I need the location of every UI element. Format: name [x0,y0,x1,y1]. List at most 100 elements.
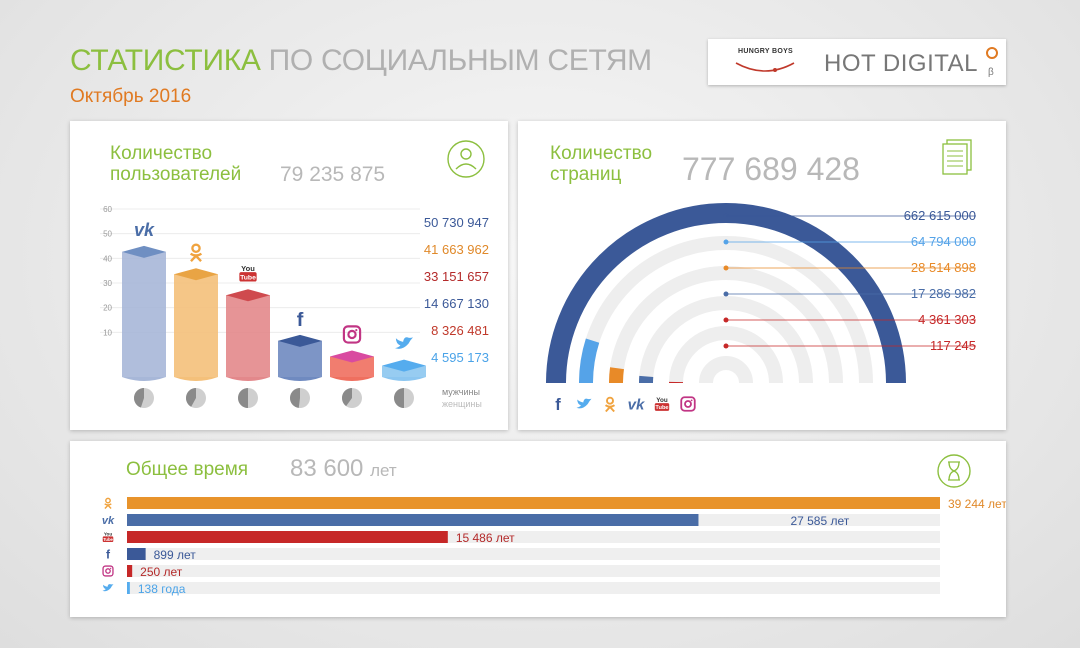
y-tick-label: 60 [103,205,112,214]
logo: HUNGRY BOYS HOT DIGITAL β [708,39,1006,85]
svg-text:Tube: Tube [240,274,256,281]
bar-bottom [174,377,218,381]
bar-top [122,245,166,258]
legend-men: мужчины [442,387,480,397]
bar-value [127,565,133,577]
value-label: 250 лет [140,565,183,579]
gender-pie [290,388,310,408]
bar-youtube [226,289,270,381]
bar-track [127,548,940,560]
ring-track [699,356,753,384]
ring-value [609,367,624,384]
users-heading-line1: Количество [110,143,213,164]
gender-men-slice [186,388,196,407]
title-highlight: СТАТИСТИКА [70,44,261,77]
bar-top [174,268,218,281]
logo-beta: β [988,67,994,78]
y-tick-label: 20 [103,304,112,313]
value-label: 4 361 303 [918,312,976,327]
bar-body [174,274,218,377]
pages-heading-line1: Количество [550,143,653,164]
facebook-icon: f [297,309,304,331]
users-total: 79 235 875 [280,163,386,186]
bar-ok [174,268,218,381]
pages-heading-line2: страниц [550,164,622,185]
logo-main-text: HOT DIGITAL [824,50,978,77]
bar-top [382,359,426,372]
users-heading-line2: пользователей [110,164,242,185]
page-title: СТАТИСТИКА ПО СОЦИАЛЬНЫМ СЕТЯМ [70,44,652,78]
ring-value [546,203,906,384]
logo-small-text: HUNGRY BOYS [738,48,794,55]
bar-value [127,582,130,594]
twitter-icon [395,337,413,349]
svg-text:You: You [656,397,668,404]
value-label: 27 585 лет [790,514,849,528]
value-label: 117 245 [930,338,976,353]
bar-value [127,514,699,526]
instagram-icon [342,325,362,344]
svg-text:You: You [241,264,255,273]
gender-men-slice [342,388,352,407]
gender-men-slice [134,388,144,408]
facebook-icon: f [555,396,561,414]
bar-body [330,356,374,377]
gender-pie [186,388,206,408]
bar-body [226,295,270,377]
user-icon [447,140,485,178]
gender-men-slice [238,388,248,408]
bar-top [226,289,270,302]
twitter-icon [576,398,592,409]
y-tick-label: 50 [103,230,112,239]
ring-track [669,326,783,384]
value-label: 41 663 962 [424,242,489,257]
bar-twitter [382,359,426,381]
svg-text:You: You [104,532,113,537]
bar-bottom [122,377,166,381]
hourglass-icon [937,454,971,488]
svg-text:vk: vk [102,515,115,527]
vk-icon: vk [134,220,155,240]
bar-value [127,531,448,543]
time-total-unit: лет [370,461,397,480]
ok-icon [189,243,203,263]
bar-vk [122,245,166,381]
value-label: 28 514 898 [911,260,976,275]
y-tick-label: 30 [103,279,112,288]
time-card: Общее время 83 600 лет 39 244 лет vk 27 58… [70,441,1006,617]
value-label: 33 151 657 [424,269,489,284]
svg-text:Tube: Tube [655,405,668,411]
gender-men-slice [394,388,404,408]
value-label: 138 года [138,582,186,596]
time-total-value: 83 600 [290,455,364,482]
gender-men-slice [290,388,300,408]
page-subtitle: Октябрь 2016 [70,86,192,107]
pages-total: 777 689 428 [682,151,860,187]
gender-pie [134,388,154,408]
bar-bottom [226,377,270,381]
ring-track [639,296,813,384]
pages-icon [942,139,972,175]
pages-radial-chart: 662 615 000 64 794 000 28 514 898 17 286 98… [546,203,976,414]
users-card: Количество пользователей 79 235 875 10 20… [70,121,508,430]
legend-women: женщины [442,399,482,409]
users-bar-chart: 10 20 30 40 50 60 vk 50 730 947 41 663 962 YouTub… [100,205,489,408]
title-rest: ПО СОЦИАЛЬНЫМ СЕТЯМ [268,44,653,77]
bar-track [127,582,940,594]
bar-top [278,334,322,347]
y-tick-label: 10 [103,328,112,337]
instagram-icon [102,565,114,577]
bar-bottom [330,377,374,381]
bar-instagram [330,350,374,381]
y-tick-label: 40 [103,254,112,263]
vk-icon: vk [628,396,645,413]
bar-bottom [382,377,426,381]
time-heading: Общее время [126,459,249,480]
logo-ring-icon [986,47,998,59]
value-label: 8 326 481 [431,323,489,338]
bar-value [127,548,146,560]
users-heading: Количество пользователей [110,143,241,185]
svg-text:vk: vk [628,396,645,413]
